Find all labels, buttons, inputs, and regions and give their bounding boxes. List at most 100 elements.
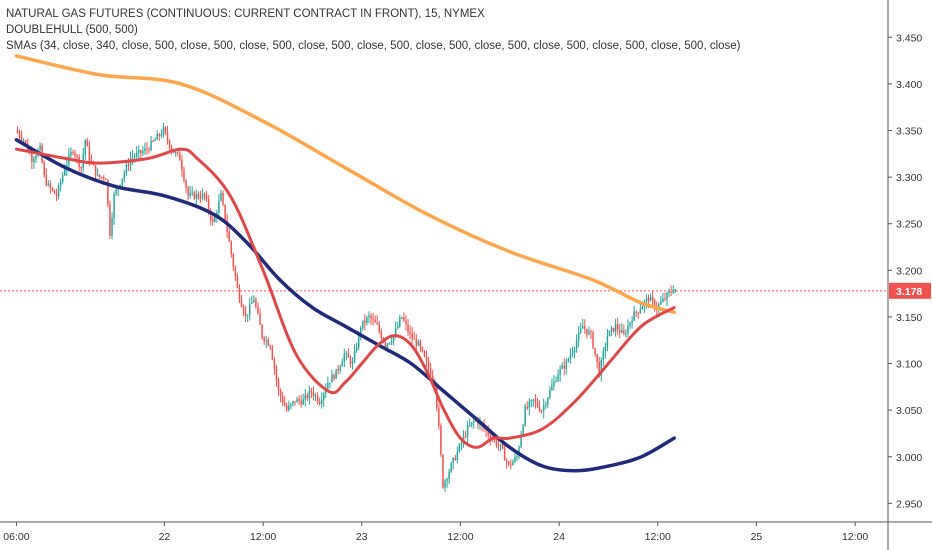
candle-body: [668, 291, 670, 293]
candle-body: [105, 179, 107, 181]
y-tick-label: 3.100: [896, 359, 922, 371]
candle-body: [96, 174, 99, 176]
candle-body: [16, 130, 19, 133]
candle-body: [553, 381, 555, 386]
candle-body: [619, 329, 621, 333]
x-tick-label: 12:00: [447, 531, 473, 543]
x-tick-label: 12:00: [250, 531, 276, 543]
candle-body: [224, 204, 226, 221]
candle-body: [674, 289, 676, 292]
candle-body: [144, 148, 146, 152]
candle-body: [53, 189, 56, 194]
candle-body: [244, 313, 247, 316]
candle-body: [333, 374, 335, 379]
candle-body: [596, 354, 598, 363]
candle-body: [456, 451, 459, 460]
candle-body: [452, 457, 454, 464]
candle-body: [175, 152, 177, 154]
candle-body: [407, 324, 409, 332]
candle-body: [549, 390, 551, 399]
candle-body: [660, 301, 662, 305]
candle-body: [653, 300, 656, 308]
candle-body: [300, 400, 302, 405]
candle-body: [20, 137, 23, 141]
candle-body: [501, 444, 504, 449]
candle-body: [150, 140, 152, 151]
candle-body: [298, 399, 300, 401]
candle-body: [559, 368, 561, 375]
candle-body: [261, 324, 263, 338]
candle-body: [335, 369, 337, 379]
candle-body: [545, 404, 547, 406]
candle-body: [197, 194, 200, 198]
candle-body: [61, 175, 64, 182]
candle-body: [292, 401, 294, 404]
x-tick-label: 22: [159, 531, 171, 543]
y-tick-label: 3.050: [896, 405, 922, 417]
candle-body: [409, 331, 411, 334]
candle-body: [72, 151, 74, 153]
candle-body: [263, 337, 265, 342]
candle-body: [524, 406, 526, 426]
candle-body: [218, 200, 220, 213]
candle-body: [528, 401, 531, 408]
candle-body: [536, 401, 539, 407]
candle-body: [24, 140, 27, 144]
candle-body: [203, 193, 206, 196]
candle-body: [551, 385, 553, 391]
candle-body: [168, 140, 171, 148]
candle-body: [121, 178, 124, 185]
candle-body: [103, 177, 105, 180]
candle-body: [187, 187, 189, 196]
candle-body: [107, 179, 109, 205]
candle-body: [401, 317, 403, 319]
candle-body: [600, 359, 602, 377]
candle-body: [499, 444, 502, 446]
candle-body: [277, 380, 280, 391]
candle-body: [294, 401, 296, 403]
candle-body: [331, 374, 333, 383]
candle-body: [255, 299, 257, 307]
candle-body: [164, 127, 167, 133]
candle-body: [421, 347, 424, 352]
candle-body: [598, 362, 600, 377]
candle-body: [390, 340, 393, 343]
candle-body: [162, 127, 165, 135]
candle-body: [281, 396, 284, 403]
current-price-label-bg: [889, 282, 931, 299]
candle-body: [253, 299, 255, 303]
candle-body: [448, 471, 450, 480]
chart-title: NATURAL GAS FUTURES (CONTINUOUS: CURRENT…: [6, 8, 485, 20]
candle-body: [288, 405, 290, 411]
candle-body: [113, 193, 115, 219]
candle-body: [84, 140, 87, 155]
candle-body: [249, 303, 251, 315]
candle-body: [156, 134, 158, 140]
candle-body: [327, 382, 329, 389]
candle-body: [216, 212, 218, 216]
candle-body: [380, 331, 383, 339]
candle-body: [366, 317, 368, 323]
candle-body: [440, 425, 442, 455]
candle-body: [503, 448, 506, 461]
candle-body: [616, 324, 619, 330]
candle-body: [148, 149, 150, 151]
candle-body: [94, 165, 97, 176]
candle-body: [606, 336, 609, 347]
candle-body: [666, 292, 668, 300]
candle-body: [450, 463, 452, 472]
candle-body: [635, 311, 637, 313]
candle-body: [238, 287, 241, 300]
candle-body: [257, 306, 259, 314]
candle-body: [310, 390, 313, 393]
candle-body: [166, 132, 169, 141]
candle-body: [220, 193, 222, 201]
candle-body: [189, 192, 191, 196]
candle-body: [514, 457, 516, 462]
candle-body: [351, 361, 354, 364]
candle-body: [74, 152, 76, 156]
candle-body: [468, 425, 471, 427]
candle-body: [337, 369, 339, 371]
